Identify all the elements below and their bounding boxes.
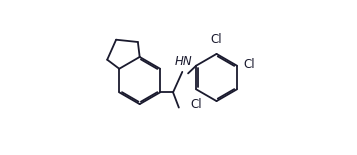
Text: Cl: Cl [244, 58, 256, 71]
Text: HN: HN [174, 55, 192, 68]
Text: Cl: Cl [190, 98, 202, 111]
Text: Cl: Cl [210, 33, 222, 46]
